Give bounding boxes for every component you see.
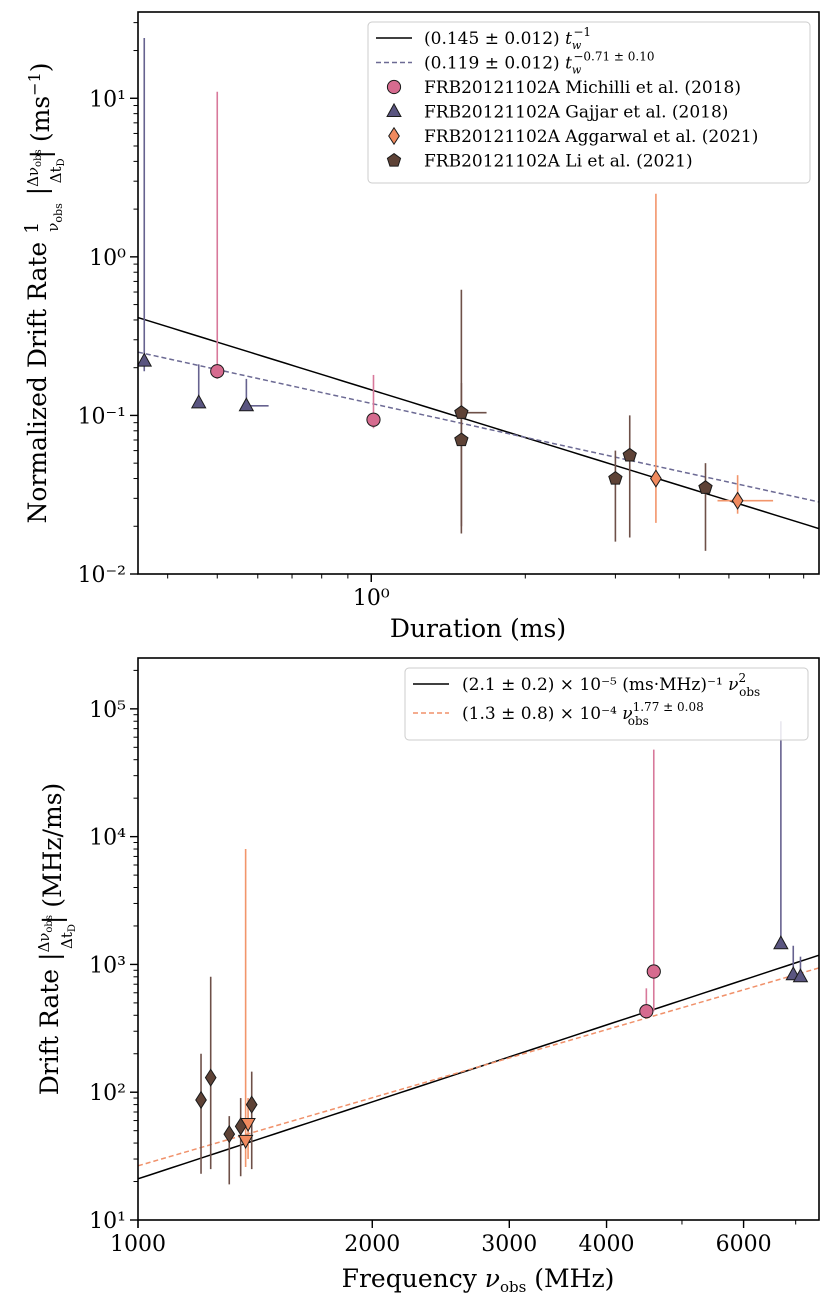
legend-marker-pentagon [386,152,402,167]
y-tick-label: 10¹ [89,1209,126,1234]
y-tick-label: 10³ [89,953,126,978]
legend-label-fit-1: (0.145 ± 0.012) tw−1 [424,25,591,52]
legend-label-series-3: FRB20121102A Aggarwal et al. (2021) [424,127,758,147]
data-point-pentagon [698,480,713,494]
y-tick-label: 10⁰ [89,246,126,271]
data-point-pentagon [622,447,637,462]
data-point-diamond [204,1068,217,1087]
y-tick-label: 10⁴ [89,826,126,851]
top-x-axis-label: Duration (ms) [390,614,566,643]
legend-label-fit-1: (2.1 ± 0.2) × 10⁻⁵ (ms·MHz)⁻¹ ν2 obs [462,671,760,699]
data-point-diamond [223,1124,236,1144]
x-tick-label: 4000 [579,1232,635,1257]
data-point-triangle [238,397,255,412]
data-point-triangle [190,394,207,409]
legend-box [367,21,811,184]
data-point-triangle [792,968,809,983]
legend-label-series-4: FRB20121102A Li et al. (2021) [424,152,693,172]
fit-line-2 [138,351,819,503]
legend-marker-circle [386,79,402,95]
data-point-triangle [138,352,153,367]
data-point-diamond [195,1090,207,1110]
x-tick-label: 6000 [716,1232,772,1257]
y-tick-label: 10⁻² [78,563,126,588]
top-y-axis-label: Normalized Drift Rate 1νobs |ΔνobsΔtD| (… [21,62,67,523]
bottom-y-axis-label: Drift Rate |ΔνobsΔtD| (MHz/ms) [35,783,78,1096]
y-tick-label: 10⁵ [89,698,126,723]
legend-box [404,667,809,741]
bottom-axes-frame [137,657,820,1221]
data-point-diamond [234,1117,247,1136]
top-legend: (0.145 ± 0.012) tw−1(0.119 ± 0.012) tw−0… [367,21,811,184]
bottom-legend: (2.1 ± 0.2) × 10⁻⁵ (ms·MHz)⁻¹ ν2 obs(1.3 … [404,667,809,741]
data-point-diamond [731,491,744,510]
svg-text:Normalized Drift Rate 1νobs |Δ: Normalized Drift Rate 1νobs |ΔνobsΔtD| (… [21,62,67,523]
svg-text:Drift Rate |ΔνobsΔtD| (MHz/ms): Drift Rate |ΔνobsΔtD| (MHz/ms) [35,783,78,1096]
data-point-pentagon [608,470,623,485]
y-tick-label: 10² [89,1081,126,1106]
data-point-diamond [245,1095,258,1114]
data-point-circle [639,1004,654,1019]
legend-marker-diamond [388,126,400,146]
data-point-pentagon [454,432,469,447]
x-tick-label: 3000 [481,1232,537,1257]
x-tick-label: 1000 [110,1232,166,1257]
y-tick-label: 10⁻¹ [78,404,126,429]
top-plot-area [138,37,819,551]
top-axis-ticks: 10⁰ 10⁻² 10⁻¹ 10⁰ 10¹ [78,22,805,611]
data-point-diamond [650,469,662,488]
x-tick-label: 2000 [344,1232,400,1257]
data-point-triangle-down [237,1134,254,1149]
data-point-triangle [773,935,789,950]
bottom-x-axis-label: Frequency νobs (MHz) [342,1264,615,1296]
legend-label-series-2: FRB20121102A Gajjar et al. (2018) [424,103,728,123]
data-point-circle [646,964,661,979]
data-point-circle [210,364,225,379]
legend-label-series-1: FRB20121102A Michilli et al. (2018) [424,78,741,98]
bottom-chart-panel: 1000 2000 3000 4000 6000 10¹ 10² 10³ 10⁴ 10⁵ Freq… [35,657,820,1296]
bottom-plot-area [138,721,819,1185]
data-point-pentagon [454,405,469,419]
data-point-circle [366,412,381,427]
y-tick-label: 10¹ [89,87,126,112]
bottom-axis-ticks: 1000 2000 3000 4000 6000 10¹ 10² 10³ 10⁴ 10⁵ [89,669,797,1257]
fit-line-1 [138,316,819,530]
x-tick-label: 10⁰ [353,586,390,611]
legend-label-fit-2: (0.119 ± 0.012) tw−0.71 ± 0.10 [424,50,655,77]
top-axes-frame [137,11,820,575]
legend-label-fit-2: (1.3 ± 0.8) × 10⁻⁴ ν1.77 ± 0.08 obs [462,700,704,728]
top-chart-panel: 10⁰ 10⁻² 10⁻¹ 10⁰ 10¹ Duration (ms) Normaliz… [21,11,820,643]
fit-line-2 [138,967,819,1167]
legend-marker-triangle [386,102,402,117]
